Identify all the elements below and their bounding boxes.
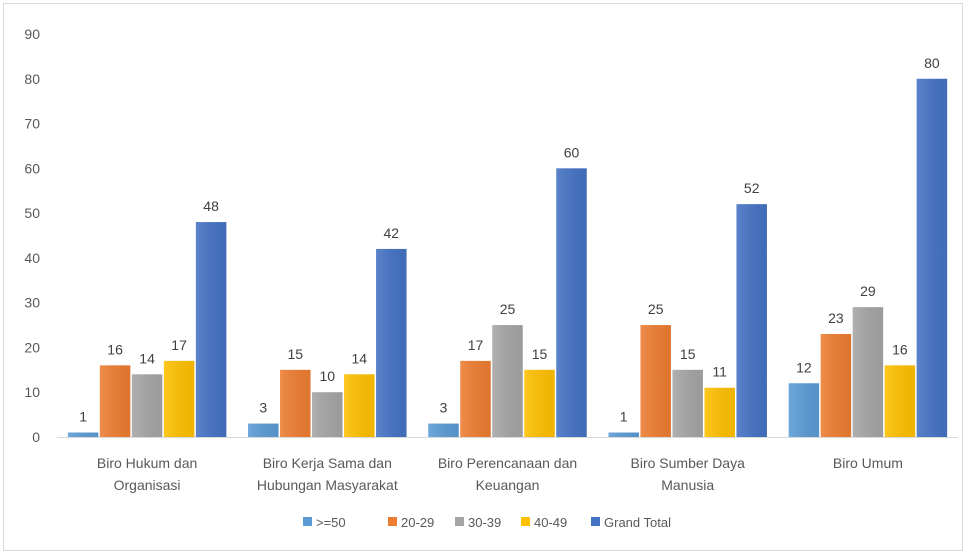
data-label: 3 xyxy=(259,400,267,416)
data-label: 17 xyxy=(468,337,484,353)
data-label: 15 xyxy=(680,346,696,362)
y-tick-label: 40 xyxy=(24,250,40,266)
data-label: 3 xyxy=(440,400,448,416)
data-label: 60 xyxy=(564,144,580,160)
data-label: 16 xyxy=(107,341,123,357)
data-label: 23 xyxy=(828,310,844,326)
y-tick-label: 70 xyxy=(24,116,40,132)
legend-swatch xyxy=(521,517,530,526)
legend-swatch xyxy=(591,517,600,526)
data-label: 14 xyxy=(352,350,368,366)
bar-shading xyxy=(428,423,459,437)
bar-shading xyxy=(163,360,195,437)
bar-shading xyxy=(608,432,639,437)
legend[interactable]: >=50 20-29 30-39 40-49 Grand Total xyxy=(303,515,671,530)
bar-shading xyxy=(820,334,852,437)
data-label: 1 xyxy=(620,409,628,425)
legend-label[interactable]: 20-29 xyxy=(401,515,434,530)
bar-shading xyxy=(736,204,767,437)
data-label: 25 xyxy=(500,301,516,317)
bar-shading xyxy=(344,374,375,437)
y-tick-label: 0 xyxy=(32,429,40,445)
category-label: Biro Perencanaan dan xyxy=(438,455,577,471)
category-label: Keuangan xyxy=(476,477,540,493)
data-label: 48 xyxy=(203,198,219,214)
bar-shading xyxy=(99,365,131,437)
bar-shading xyxy=(884,365,916,437)
category-label: Biro Kerja Sama dan xyxy=(263,455,392,471)
data-label: 10 xyxy=(320,368,336,384)
legend-swatch xyxy=(455,517,464,526)
y-tick-label: 20 xyxy=(24,339,40,355)
legend-label[interactable]: Grand Total xyxy=(604,515,671,530)
bar-shading xyxy=(640,325,671,437)
data-label: 29 xyxy=(860,283,876,299)
y-tick-label: 30 xyxy=(24,295,40,311)
bar-shading xyxy=(852,307,884,437)
bar-shading xyxy=(248,423,279,437)
bar-shading xyxy=(916,78,948,438)
bar-shading xyxy=(788,383,820,437)
data-label: 17 xyxy=(171,337,187,353)
bar-shading xyxy=(376,248,407,437)
category-label: Hubungan Masyarakat xyxy=(257,477,398,493)
legend-label[interactable]: 40-49 xyxy=(534,515,567,530)
bar-shading xyxy=(67,432,99,437)
legend-swatch xyxy=(303,517,312,526)
bar-shading xyxy=(704,387,735,437)
y-tick-label: 50 xyxy=(24,205,40,221)
data-label: 16 xyxy=(892,341,908,357)
bar-shading xyxy=(131,374,163,437)
bar-shading xyxy=(492,325,523,437)
data-label: 14 xyxy=(139,350,155,366)
bar-shading xyxy=(672,369,703,437)
data-label: 11 xyxy=(712,364,727,380)
category-label: Organisasi xyxy=(114,477,181,493)
legend-label[interactable]: >=50 xyxy=(316,515,346,530)
data-label: 80 xyxy=(924,55,940,71)
bar-group xyxy=(67,78,948,438)
y-axis: 0 10 20 30 40 50 60 70 80 90 xyxy=(24,26,40,445)
x-axis: Biro Hukum dan Organisasi Biro Kerja Sama … xyxy=(97,455,903,493)
bar-shading xyxy=(195,222,227,437)
data-label: 25 xyxy=(648,301,664,317)
data-label: 42 xyxy=(384,225,400,241)
bar-shading xyxy=(460,360,491,437)
y-tick-label: 60 xyxy=(24,160,40,176)
bar-shading xyxy=(556,168,587,438)
data-label: 15 xyxy=(288,346,304,362)
chart-frame xyxy=(3,3,963,551)
y-tick-label: 80 xyxy=(24,71,40,87)
data-label: 52 xyxy=(744,180,760,196)
legend-swatch xyxy=(388,517,397,526)
legend-label[interactable]: 30-39 xyxy=(468,515,501,530)
category-label: Biro Hukum dan xyxy=(97,455,197,471)
data-label: 1 xyxy=(79,409,87,425)
category-label: Biro Sumber Daya xyxy=(631,455,746,471)
data-label: 15 xyxy=(532,346,548,362)
bar-shading xyxy=(280,369,311,437)
data-label: 12 xyxy=(796,359,812,375)
bar-shading xyxy=(312,392,343,437)
category-label: Biro Umum xyxy=(833,455,903,471)
y-tick-label: 90 xyxy=(24,26,40,42)
data-labels: 1 16 14 17 48 3 15 10 14 42 3 17 25 15 60 1 25 15 11 52 12 23… xyxy=(79,55,940,425)
bar-shading xyxy=(524,369,555,437)
category-label: Manusia xyxy=(661,477,714,493)
y-tick-label: 10 xyxy=(24,384,40,400)
